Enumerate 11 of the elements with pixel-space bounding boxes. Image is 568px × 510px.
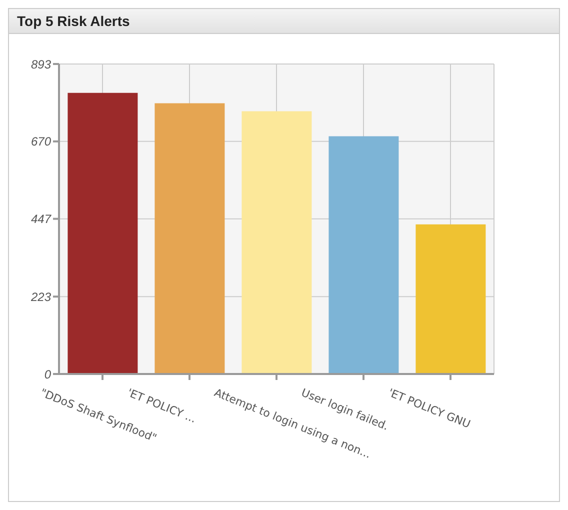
bar — [416, 224, 486, 374]
bar — [154, 103, 225, 374]
y-tick-label: 223 — [30, 290, 52, 304]
bar — [328, 136, 399, 374]
y-tick-label: 893 — [30, 57, 52, 72]
y-tick-label: 0 — [44, 367, 52, 382]
chart-title: Top 5 Risk Alerts — [9, 9, 559, 34]
bar — [68, 92, 138, 374]
y-tick-label: 447 — [30, 212, 52, 226]
y-tick-label: 670 — [30, 134, 52, 149]
bar — [242, 111, 312, 374]
